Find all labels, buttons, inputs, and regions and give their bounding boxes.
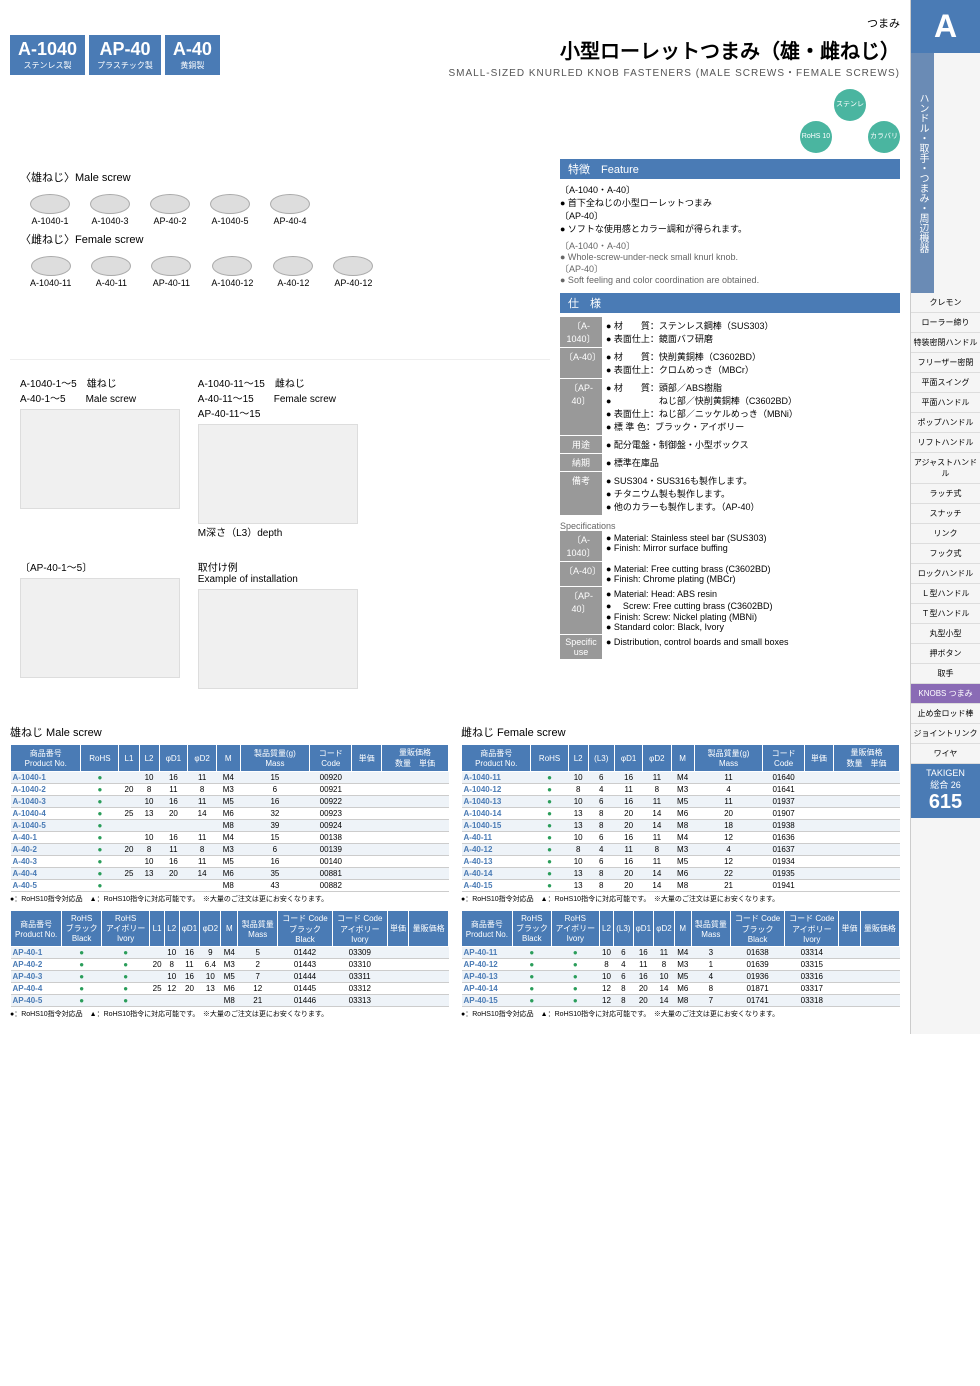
- sidebar-nav-item[interactable]: Ｌ型ハンドル: [911, 584, 980, 604]
- specs-jp: 〔A-1040〕● 材 質：ステンレス鋼棒（SUS303）● 表面仕上：鏡面バフ…: [560, 317, 900, 515]
- product-image: A-40-12: [273, 256, 313, 288]
- sidebar-nav-item[interactable]: 丸型小型: [911, 624, 980, 644]
- badge: RoHS 10: [800, 121, 832, 153]
- sidebar-nav-item[interactable]: ポップハンドル: [911, 413, 980, 433]
- product-code: AP-40プラスチック製: [89, 35, 161, 75]
- sidebar-nav-item[interactable]: ラッチ式: [911, 484, 980, 504]
- features-jp: 〔A-1040・A-40〕● 首下全ねじの小型ローレットつまみ〔AP-40〕● …: [560, 183, 900, 235]
- product-image: AP-40-2: [150, 194, 190, 226]
- male-table-title: 雄ねじ Male screw: [10, 724, 449, 740]
- product-code: A-1040ステンレス製: [10, 35, 85, 75]
- product-image: A-1040-11: [30, 256, 71, 288]
- sidebar: A ハンドル・取手・つまみ・周辺機器 クレモンローラー締り特装密閉ハンドルフリー…: [910, 0, 980, 1034]
- sidebar-nav-item[interactable]: フリーザー密閉: [911, 353, 980, 373]
- sidebar-nav-item[interactable]: 止め金ロッド棒: [911, 704, 980, 724]
- product-image: A-40-11: [91, 256, 131, 288]
- male-table: 商品番号 Product No.RoHSL1L2φD1φD2M製品質量(g) M…: [10, 744, 449, 892]
- page-footer: TAKIGEN 総合 26 615: [911, 764, 980, 818]
- sidebar-nav-item[interactable]: ジョイントリンク: [911, 724, 980, 744]
- product-image: A-1040-12: [211, 256, 253, 288]
- specs-en: 〔A-1040〕● Material: Stainless steel bar …: [560, 531, 900, 659]
- product-code: A-40黄銅製: [165, 35, 220, 75]
- badges: RoHS 10ステンレスカラバリ: [10, 89, 900, 153]
- product-image: AP-40-4: [270, 194, 310, 226]
- sidebar-knobs[interactable]: KNOBS つまみ: [911, 684, 980, 704]
- product-image: AP-40-11: [151, 256, 191, 288]
- sidebar-nav-item[interactable]: ローラー締り: [911, 313, 980, 333]
- sidebar-nav-item[interactable]: フック式: [911, 544, 980, 564]
- product-image: AP-40-12: [333, 256, 373, 288]
- product-image: A-1040-5: [210, 194, 250, 226]
- footnote: ●：RoHS10指令対応品 ▲：RoHS10指令に対応可能です。 ※大量のご注文…: [10, 894, 449, 904]
- sidebar-nav-item[interactable]: リンク: [911, 524, 980, 544]
- sidebar-nav-item[interactable]: 平面ハンドル: [911, 393, 980, 413]
- category-name: ハンドル・取手・つまみ・周辺機器: [911, 53, 934, 293]
- ap-female-table: 商品番号 Product No.RoHS ブラック BlackRoHS アイボリ…: [461, 910, 900, 1007]
- sidebar-nav-item[interactable]: 取手: [911, 664, 980, 684]
- sidebar-nav-item[interactable]: スナッチ: [911, 504, 980, 524]
- sidebar-nav-item[interactable]: ロックハンドル: [911, 564, 980, 584]
- female-table-title: 雌ねじ Female screw: [461, 724, 900, 740]
- badge: ステンレス: [834, 89, 866, 121]
- header: A-1040ステンレス製AP-40プラスチック製A-40黄銅製 小型ローレットつ…: [10, 35, 900, 79]
- female-table: 商品番号 Product No.RoHSL2(L3)φD1φD2M製品質量(g)…: [461, 744, 900, 892]
- badge: カラバリ: [868, 121, 900, 153]
- product-image: A-1040-1: [30, 194, 70, 226]
- product-image: A-1040-3: [90, 194, 130, 226]
- diagrams: A-1040-1〜5 雄ねじ A-40-1〜5 Male screw A-104…: [10, 359, 550, 714]
- sidebar-nav-item[interactable]: クレモン: [911, 293, 980, 313]
- sidebar-nav-item[interactable]: ワイヤ: [911, 744, 980, 764]
- ap-male-table: 商品番号 Product No.RoHS ブラック BlackRoHS アイボリ…: [10, 910, 449, 1007]
- title-jp: 小型ローレットつまみ（雄・雌ねじ）: [226, 35, 900, 64]
- sidebar-nav-item[interactable]: アジャストハンドル: [911, 453, 980, 484]
- sidebar-nav-item[interactable]: 特装密閉ハンドル: [911, 333, 980, 353]
- sidebar-nav-item[interactable]: Ｔ型ハンドル: [911, 604, 980, 624]
- sidebar-nav-item[interactable]: 平面スイング: [911, 373, 980, 393]
- section-letter: A: [911, 0, 980, 53]
- spec-header: 仕 様: [560, 293, 900, 313]
- feature-header: 特徴 Feature: [560, 159, 900, 179]
- features-en: 〔A-1040・A-40〕● Whole-screw-under-neck sm…: [560, 239, 900, 285]
- top-category-label: つまみ: [10, 15, 900, 31]
- sidebar-nav-item[interactable]: リフトハンドル: [911, 433, 980, 453]
- product-images: 〈雄ねじ〉Male screw A-1040-1A-1040-3AP-40-2A…: [10, 159, 550, 359]
- title-en: SMALL-SIZED KNURLED KNOB FASTENERS (MALE…: [226, 64, 900, 79]
- sidebar-nav-item[interactable]: 押ボタン: [911, 644, 980, 664]
